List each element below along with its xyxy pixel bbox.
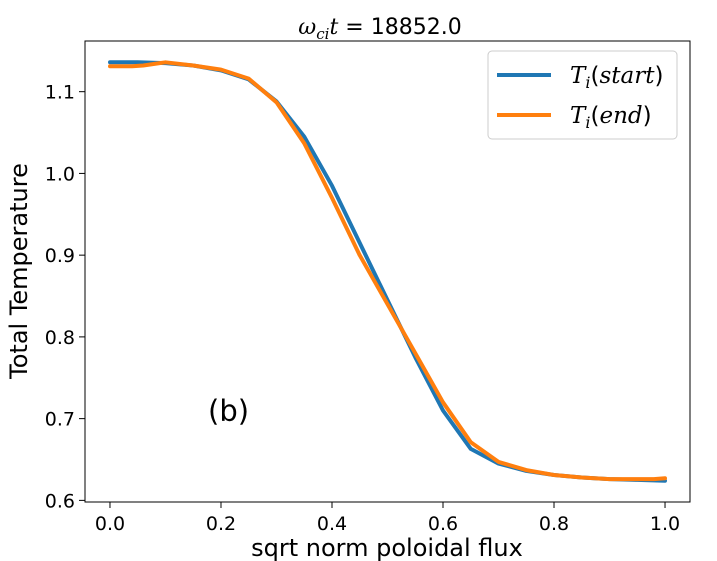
x-tick-label: 0.2 bbox=[206, 513, 236, 535]
title-omega-sub: ci bbox=[316, 25, 329, 43]
chart-title: ωcit = 18852.0 bbox=[298, 15, 461, 43]
y-tick-label: 0.8 bbox=[45, 327, 75, 349]
y-axis-label: Total Temperature bbox=[5, 163, 33, 380]
axes-frame bbox=[84, 40, 691, 503]
series-layer bbox=[108, 60, 667, 483]
series-line-end bbox=[108, 60, 667, 482]
legend-start-close: ) bbox=[654, 63, 663, 89]
y-tick-label: 1.1 bbox=[45, 82, 75, 104]
legend-start-sub: i bbox=[585, 73, 590, 92]
legend-end-sub: i bbox=[585, 113, 590, 132]
y-tick-label: 0.9 bbox=[45, 245, 75, 267]
y-tick-label: 1.0 bbox=[45, 163, 75, 185]
plot-area-border bbox=[84, 40, 691, 503]
x-tick-label: 0.4 bbox=[317, 513, 347, 535]
title-omega: ω bbox=[298, 15, 316, 40]
x-tick-label: 0.6 bbox=[428, 513, 458, 535]
legend-label-start: Ti(start) bbox=[570, 63, 663, 92]
y-tick-label: 0.7 bbox=[45, 409, 75, 431]
y-tick-label: 0.6 bbox=[45, 490, 75, 512]
x-axis-label: sqrt norm poloidal flux bbox=[251, 534, 523, 561]
ticks-layer: 0.0 0.2 0.4 0.6 0.8 1.0 0.6 0.7 0.8 0.9 1.0 1.1 bbox=[45, 82, 680, 535]
legend-end-open: ( bbox=[590, 103, 599, 129]
panel-annotation: (b) bbox=[208, 394, 249, 428]
legend-start-open: ( bbox=[590, 63, 599, 89]
title-t: t bbox=[329, 15, 338, 40]
x-tick-label: 0.0 bbox=[95, 513, 125, 535]
legend-start-main: T bbox=[570, 63, 587, 89]
legend: Ti(start) Ti(end) bbox=[487, 50, 678, 140]
title-equals: = 18852.0 bbox=[338, 15, 461, 40]
legend-label-end: Ti(end) bbox=[570, 103, 652, 132]
x-tick-label: 0.8 bbox=[539, 513, 569, 535]
legend-end-close: ) bbox=[643, 103, 652, 129]
legend-end-main: T bbox=[570, 103, 587, 129]
x-tick-label: 1.0 bbox=[650, 513, 680, 535]
legend-end-arg: end bbox=[599, 103, 642, 129]
legend-start-arg: start bbox=[599, 63, 655, 89]
